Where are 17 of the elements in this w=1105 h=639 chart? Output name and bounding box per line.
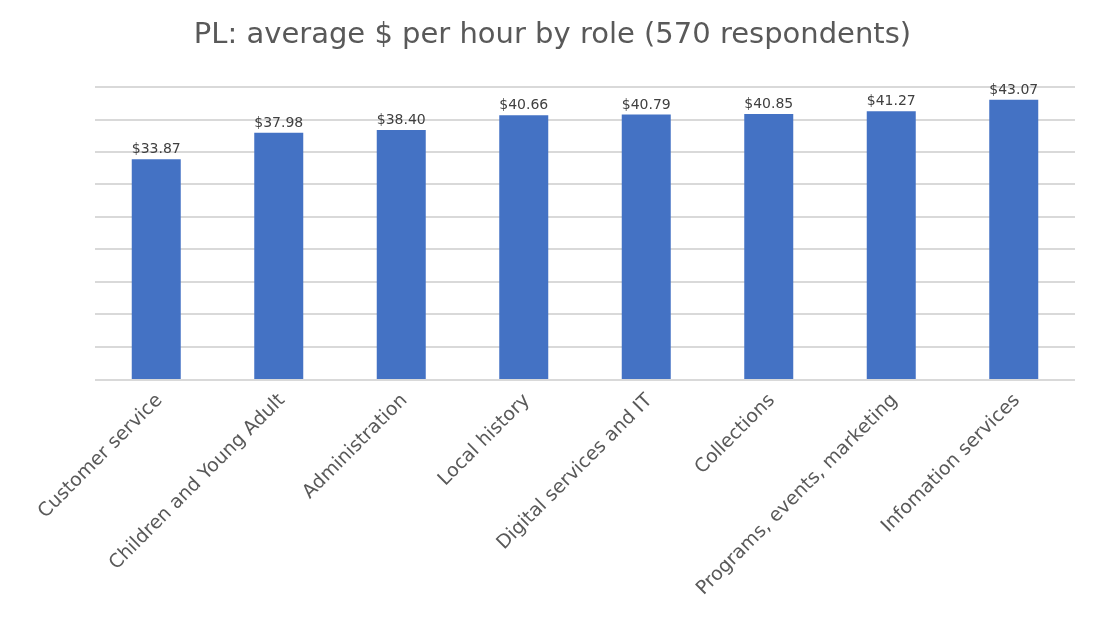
data-label: $33.87 xyxy=(131,140,181,157)
chart-title: PL: average $ per hour by role (570 respondents) xyxy=(193,15,912,50)
bar xyxy=(376,129,426,379)
data-label: $38.40 xyxy=(376,111,426,128)
data-label: $43.07 xyxy=(989,80,1039,97)
data-label: $40.66 xyxy=(499,96,549,113)
data-label: $40.79 xyxy=(621,95,671,112)
bar xyxy=(744,114,794,379)
bar xyxy=(254,132,304,379)
bar xyxy=(499,115,549,379)
data-label: $37.98 xyxy=(254,113,304,130)
bar xyxy=(621,114,671,379)
data-label: $40.85 xyxy=(744,95,794,112)
bar xyxy=(131,159,181,379)
data-label: $41.27 xyxy=(866,92,916,109)
bar xyxy=(866,111,916,379)
bar xyxy=(989,99,1039,379)
